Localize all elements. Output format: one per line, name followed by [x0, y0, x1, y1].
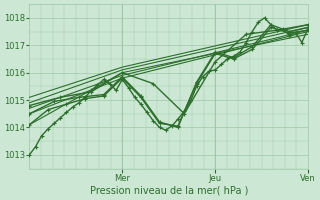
X-axis label: Pression niveau de la mer( hPa ): Pression niveau de la mer( hPa ) — [90, 186, 248, 196]
